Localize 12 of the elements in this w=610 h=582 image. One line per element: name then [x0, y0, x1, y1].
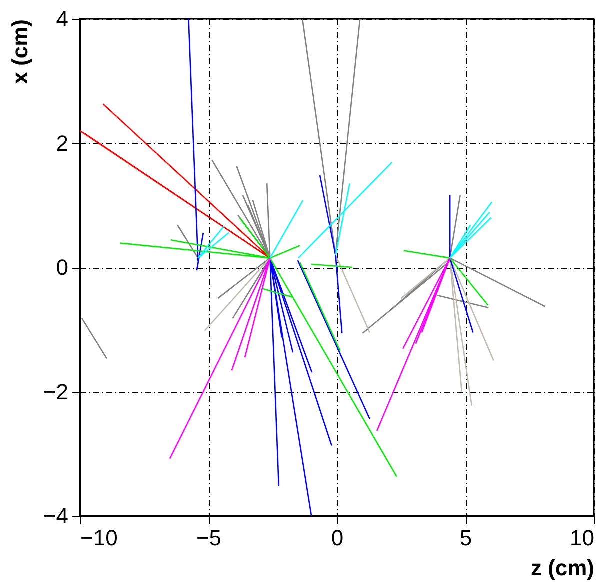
x-tick-label: 10 — [570, 526, 594, 550]
y-tick-label: −2 — [43, 379, 68, 404]
x-axis-title: z (cm) — [530, 556, 594, 580]
y-tick-label: 4 — [56, 6, 68, 32]
y-tick-label: −4 — [43, 504, 68, 528]
y-tick-label: 0 — [56, 255, 68, 280]
x-tick-label: −5 — [196, 526, 222, 550]
x-tick-label: −10 — [80, 526, 118, 550]
x-tick-label: 0 — [331, 526, 344, 550]
y-tick-label: 2 — [56, 130, 68, 156]
y-axis-title: x (cm) — [8, 20, 32, 84]
x-tick-label: 5 — [460, 526, 472, 550]
